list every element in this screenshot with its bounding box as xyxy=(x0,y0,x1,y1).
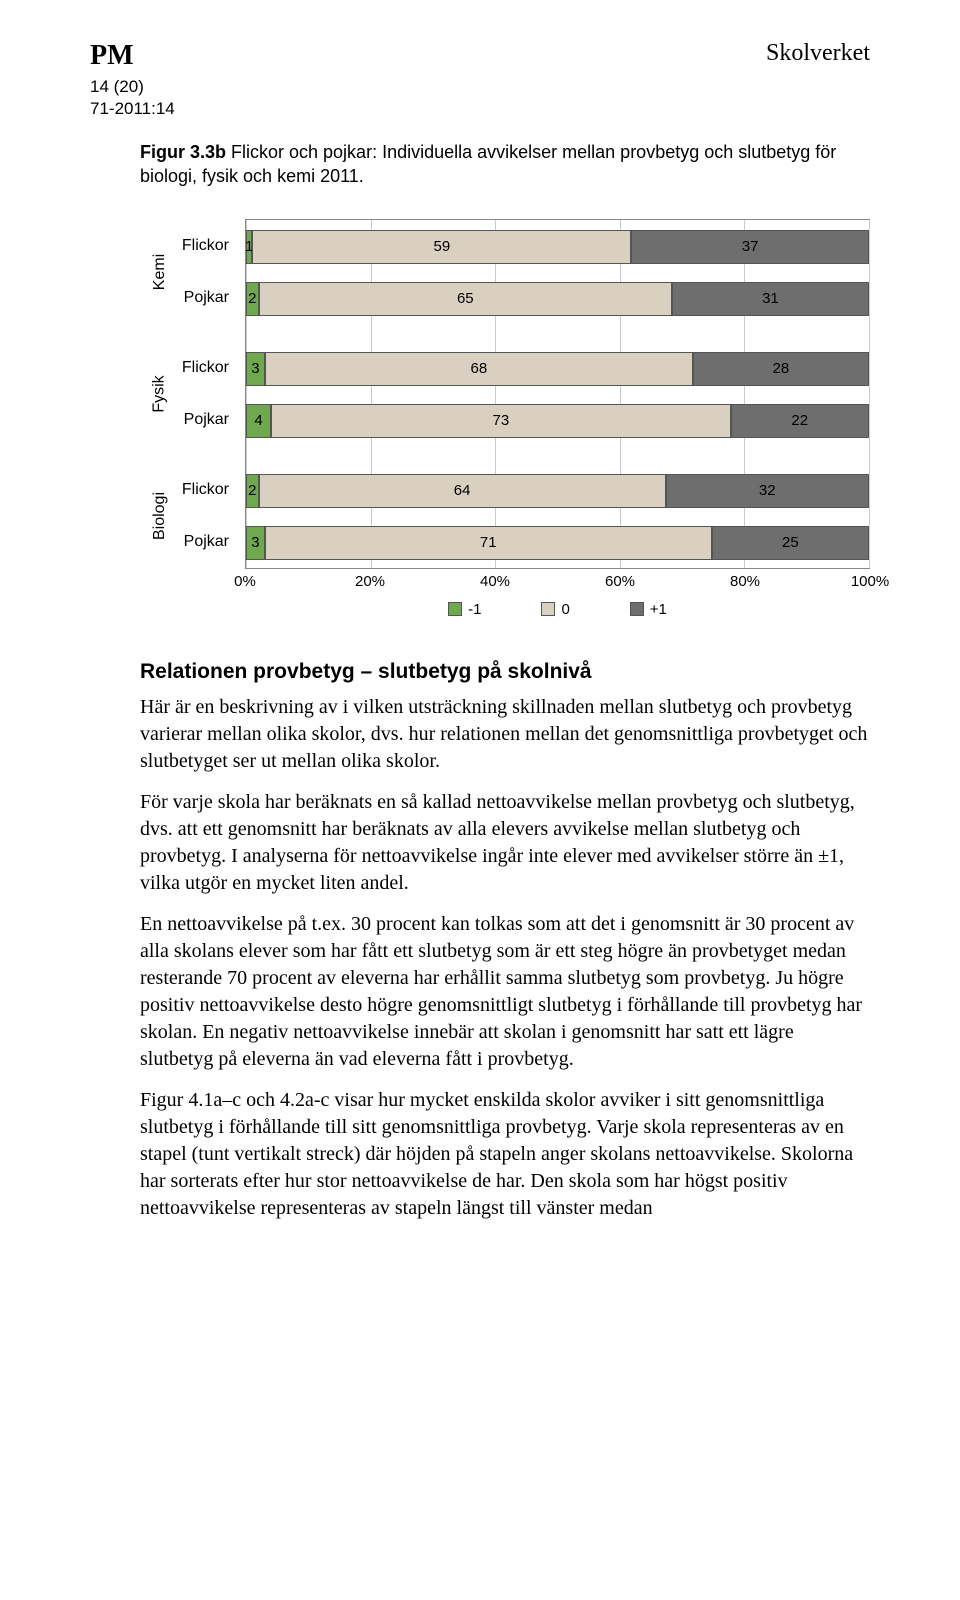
stacked-bar: 47322 xyxy=(246,404,869,438)
bar-segment: 3 xyxy=(246,352,265,386)
bar-segment: 25 xyxy=(712,526,869,560)
category-label: Pojkar xyxy=(184,281,237,315)
bar-segment: 4 xyxy=(246,404,271,438)
doc-reference: 71-2011:14 xyxy=(90,98,870,120)
bar-segment: 31 xyxy=(672,282,869,316)
legend-swatch xyxy=(630,602,644,616)
legend-swatch xyxy=(448,602,462,616)
group-label: Kemi xyxy=(151,254,169,290)
category-label: Pojkar xyxy=(184,403,237,437)
legend-label: +1 xyxy=(650,601,667,618)
figure-number: Figur 3.3b xyxy=(140,142,226,162)
legend-swatch xyxy=(541,602,555,616)
gridline xyxy=(744,220,745,568)
legend-label: 0 xyxy=(561,601,569,618)
gridline xyxy=(371,220,372,568)
paragraph: Figur 4.1a–c och 4.2a-c visar hur mycket… xyxy=(140,1087,870,1222)
legend-label: -1 xyxy=(468,601,481,618)
stacked-bar: 36828 xyxy=(246,352,869,386)
bar-row: 47322 xyxy=(246,404,869,438)
bar-segment: 28 xyxy=(693,352,869,386)
bar-segment: 2 xyxy=(246,282,259,316)
category-label: Flickor xyxy=(182,229,237,263)
legend-item: +1 xyxy=(630,601,667,618)
category-label: Pojkar xyxy=(184,525,237,559)
bar-segment: 73 xyxy=(271,404,730,438)
stacked-bar: 26531 xyxy=(246,282,869,316)
stacked-bar: 37125 xyxy=(246,526,869,560)
paragraph: För varje skola har beräknats en så kall… xyxy=(140,789,870,897)
figure-caption-text: Flickor och pojkar: Individuella avvikel… xyxy=(140,142,836,186)
bar-segment: 65 xyxy=(259,282,672,316)
section-heading: Relationen provbetyg – slutbetyg på skol… xyxy=(140,658,870,686)
group-label: Biologi xyxy=(151,492,169,540)
paragraph: Här är en beskrivning av i vilken utsträ… xyxy=(140,694,870,775)
x-tick-label: 40% xyxy=(480,573,510,590)
chart: Kemi Fysik Biologi Flickor Pojkar Flickor Poj… xyxy=(140,219,870,618)
bar-segment: 68 xyxy=(265,352,693,386)
bar-segment: 37 xyxy=(631,230,869,264)
bar-segment: 3 xyxy=(246,526,265,560)
group-label: Fysik xyxy=(151,375,169,412)
legend-item: 0 xyxy=(541,601,569,618)
org-name: Skolverket xyxy=(766,40,870,67)
page-number: 14 (20) xyxy=(90,76,870,98)
doc-type: PM xyxy=(90,40,134,72)
bar-segment: 32 xyxy=(666,474,869,508)
x-tick-label: 80% xyxy=(730,573,760,590)
bar-segment: 2 xyxy=(246,474,259,508)
category-label: Flickor xyxy=(182,351,237,385)
bar-segment: 22 xyxy=(731,404,869,438)
legend-item: -1 xyxy=(448,601,481,618)
x-tick-label: 60% xyxy=(605,573,635,590)
paragraph: En nettoavvikelse på t.ex. 30 procent ka… xyxy=(140,911,870,1073)
bar-row: 15937 xyxy=(246,230,869,264)
gridline xyxy=(246,220,247,568)
stacked-bar: 26432 xyxy=(246,474,869,508)
x-tick-label: 20% xyxy=(355,573,385,590)
bar-row: 36828 xyxy=(246,352,869,386)
bar-row: 37125 xyxy=(246,526,869,560)
gridline xyxy=(620,220,621,568)
stacked-bar: 15937 xyxy=(246,230,869,264)
x-tick-label: 0% xyxy=(234,573,256,590)
bar-row: 26432 xyxy=(246,474,869,508)
gridline xyxy=(869,220,870,568)
figure-caption: Figur 3.3b Flickor och pojkar: Individue… xyxy=(140,140,870,189)
bar-segment: 64 xyxy=(259,474,666,508)
gridline xyxy=(495,220,496,568)
bar-segment: 59 xyxy=(252,230,631,264)
x-tick-label: 100% xyxy=(851,573,889,590)
bar-row: 26531 xyxy=(246,282,869,316)
bar-segment: 71 xyxy=(265,526,712,560)
category-label: Flickor xyxy=(182,473,237,507)
